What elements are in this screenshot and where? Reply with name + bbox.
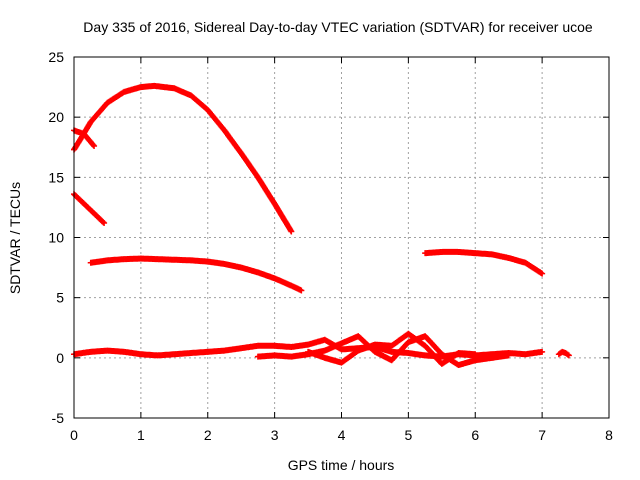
data-point (288, 228, 295, 235)
data-point (91, 143, 98, 150)
series-markers (172, 85, 193, 98)
data-point (472, 351, 479, 358)
series-markers (222, 128, 244, 156)
data-point (565, 352, 572, 359)
series-markers (255, 175, 277, 206)
series-markers (205, 107, 227, 133)
series-markers (406, 331, 428, 349)
x-tick-label: 2 (204, 427, 212, 443)
x-tick-label: 7 (538, 427, 546, 443)
data-point (101, 220, 108, 227)
x-tick-label: 0 (70, 427, 78, 443)
series-arc-9 (555, 348, 572, 359)
series-markers (256, 269, 277, 281)
x-tick-label: 3 (271, 427, 279, 443)
x-tick-label: 5 (404, 427, 412, 443)
series-markers (189, 93, 210, 113)
series-markers (71, 192, 87, 206)
series-markers (105, 89, 127, 106)
series-arc-4 (87, 255, 305, 294)
y-tick-label: -5 (52, 410, 65, 426)
x-tick-label: 8 (605, 427, 613, 443)
y-axis-label: SDTVAR / TECUs (7, 182, 23, 294)
series-markers (272, 201, 294, 234)
series-markers (356, 342, 377, 354)
series-markers (563, 350, 571, 358)
series-markers (71, 136, 84, 152)
series-arc-1 (71, 82, 295, 235)
series-arc-8 (305, 330, 479, 367)
data-point (298, 287, 305, 294)
y-tick-label: 0 (56, 350, 64, 366)
series-markers (81, 201, 97, 216)
data-point (539, 348, 546, 355)
chart-title: Day 335 of 2016, Sidereal Day-to-day VTE… (83, 19, 593, 35)
series-markers (422, 334, 444, 357)
y-tick-label: 20 (48, 109, 64, 125)
y-tick-label: 15 (48, 169, 64, 185)
series-markers (238, 151, 261, 180)
series-markers (439, 350, 461, 367)
series-markers (557, 349, 565, 357)
series-markers (422, 343, 444, 366)
y-tick-label: 10 (48, 230, 64, 246)
data-point (539, 270, 546, 277)
series-markers (322, 340, 344, 354)
series-arc-2 (71, 127, 98, 150)
series-markers (389, 340, 411, 363)
series-markers (560, 349, 568, 356)
series-markers (81, 131, 97, 149)
data-point (505, 352, 512, 359)
x-axis-label: GPS time / hours (288, 457, 395, 473)
x-tick-label: 6 (471, 427, 479, 443)
series-markers (88, 100, 110, 125)
series-markers (339, 348, 361, 365)
series-markers (339, 333, 361, 346)
series-markers (306, 349, 327, 361)
series-markers (272, 275, 294, 289)
y-tick-label: 5 (56, 290, 64, 306)
x-tick-label: 1 (137, 427, 145, 443)
series-arc-5 (422, 248, 546, 277)
series-markers (91, 211, 107, 226)
x-tick-label: 4 (338, 427, 346, 443)
y-tick-label: 25 (48, 49, 64, 65)
grid-lines (74, 57, 609, 418)
axis-ticks: 0 1 2 3 4 5 6 7 8 -5 0 5 10 15 20 25 (48, 49, 613, 443)
plot-frame (73, 56, 610, 419)
series-markers (523, 260, 545, 276)
